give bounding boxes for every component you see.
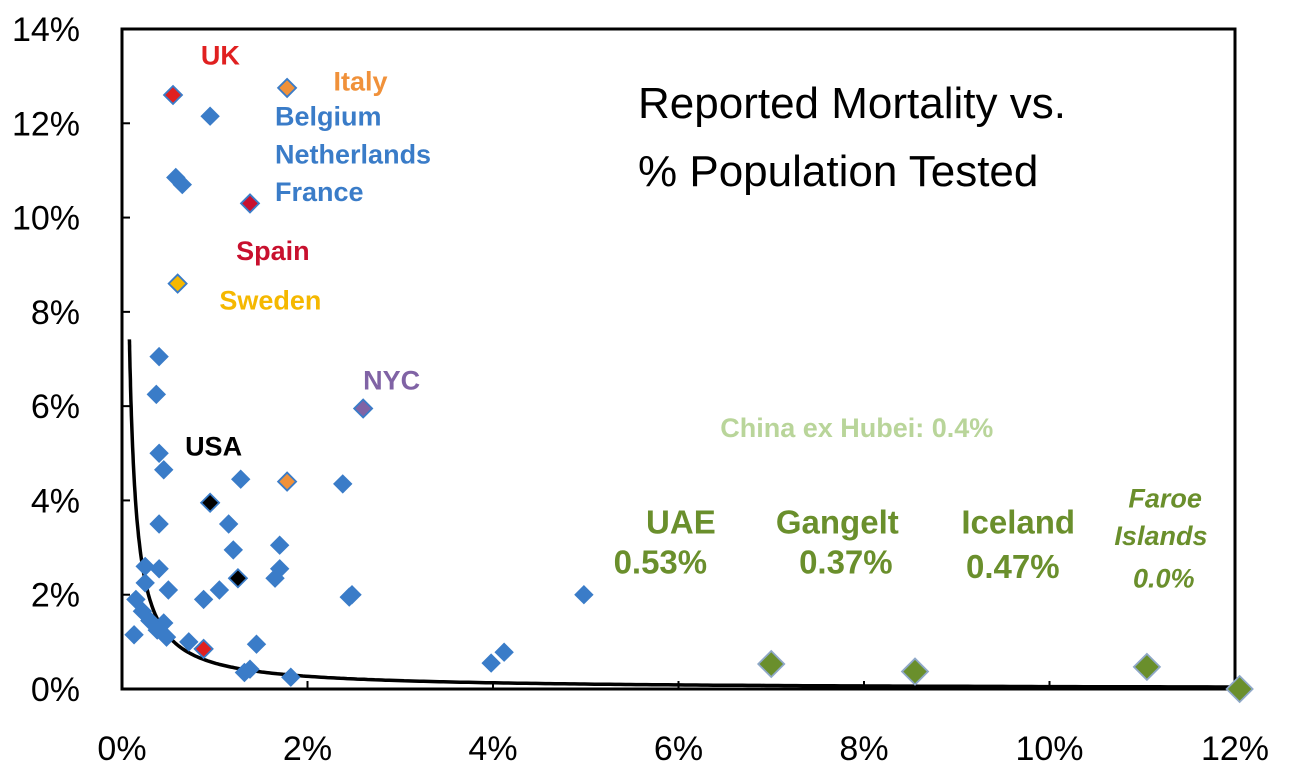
y-tick-label: 8% [31,294,80,332]
x-tick-label: 0% [97,730,146,768]
point-label: China ex Hubei: 0.4% [720,413,993,443]
y-tick-label: 2% [31,577,80,615]
point-label: France [275,177,364,207]
point-label: Iceland [961,503,1075,540]
data-point-default [179,632,199,652]
data-point-usa [227,567,249,589]
point-label: USA [185,432,242,462]
y-tick-label: 10% [12,200,80,238]
point-label: Italy [333,66,387,96]
y-axis-ticks: 0% 2% 4% 6% 8% 10% 12% 14% [12,11,130,709]
data-point-default [494,642,514,662]
data-point-default [193,589,214,610]
data-point-default [135,573,155,593]
point-label: 0.37% [799,544,893,581]
data-point-default [200,106,220,126]
data-point-default [149,559,169,579]
point-label: Netherlands [275,139,431,169]
y-tick-label: 0% [31,671,80,709]
x-tick-label: 2% [283,730,332,768]
data-point-default [574,585,594,605]
point-label: UAE [646,503,716,540]
data-point-default [333,474,353,494]
plot-frame [120,27,1237,691]
data-point-default [149,346,169,367]
y-tick-label: 4% [31,482,80,520]
data-point-default [246,634,267,654]
point-label: 0.53% [614,544,708,581]
chart-title-line-1: Reported Mortality vs. [638,79,1066,128]
data-point-default [156,627,177,647]
data-point-italy [276,471,298,492]
data-point-default [481,653,501,673]
point-label: Spain [236,236,310,266]
data-point-uk [193,638,214,660]
data-point-nyc [352,398,374,419]
x-tick-label: 6% [654,730,703,768]
data-point-default [240,659,260,679]
point-label: Faroe [1128,484,1202,514]
data-point-green [756,649,786,679]
data-point-default [158,580,179,600]
data-point-sweden [167,273,188,294]
data-point-usa [199,492,221,514]
x-tick-label: 12% [1201,730,1269,768]
data-point-default [149,514,169,534]
data-point-default [231,469,251,489]
trend-line [127,339,1240,689]
data-point-uk [162,84,184,106]
data-point-default [281,667,301,687]
data-point-spain [239,193,261,214]
x-tick-label: 10% [1015,730,1083,768]
y-tick-label: 12% [12,105,80,143]
data-point-default [149,443,169,463]
data-point-default [339,587,359,607]
point-label: Islands [1114,521,1207,551]
point-label: Belgium [275,102,382,132]
data-point-default [172,174,192,195]
data-point-green [1132,652,1162,682]
point-label: Gangelt [776,503,899,540]
point-label: 0.47% [966,548,1060,585]
data-point-default [146,384,167,405]
data-point-default [265,568,285,588]
x-tick-label: 8% [839,730,888,768]
data-point-default [209,580,230,600]
point-label: UK [201,40,240,70]
y-tick-label: 14% [12,11,80,49]
data-point-default [218,514,239,534]
x-axis-ticks: 0% 2% 4% 6% 8% 10% 12% [97,681,1269,768]
data-point-default [223,540,244,560]
data-point-default [154,460,174,480]
data-point-default [124,625,144,645]
point-label: Sweden [219,286,321,316]
point-label: 0.0% [1133,564,1195,594]
point-labels: UK Italy Belgium Netherlands France Spain Swed… [185,40,1207,593]
chart-title-line-2: % Population Tested [638,147,1038,196]
y-tick-label: 6% [31,388,80,426]
point-label: NYC [363,366,420,396]
data-point-default [269,535,290,555]
data-point-italy [276,77,298,99]
x-tick-label: 4% [468,730,517,768]
data-points [124,77,1254,704]
data-point-green [1225,674,1254,704]
data-point-green [900,657,930,686]
